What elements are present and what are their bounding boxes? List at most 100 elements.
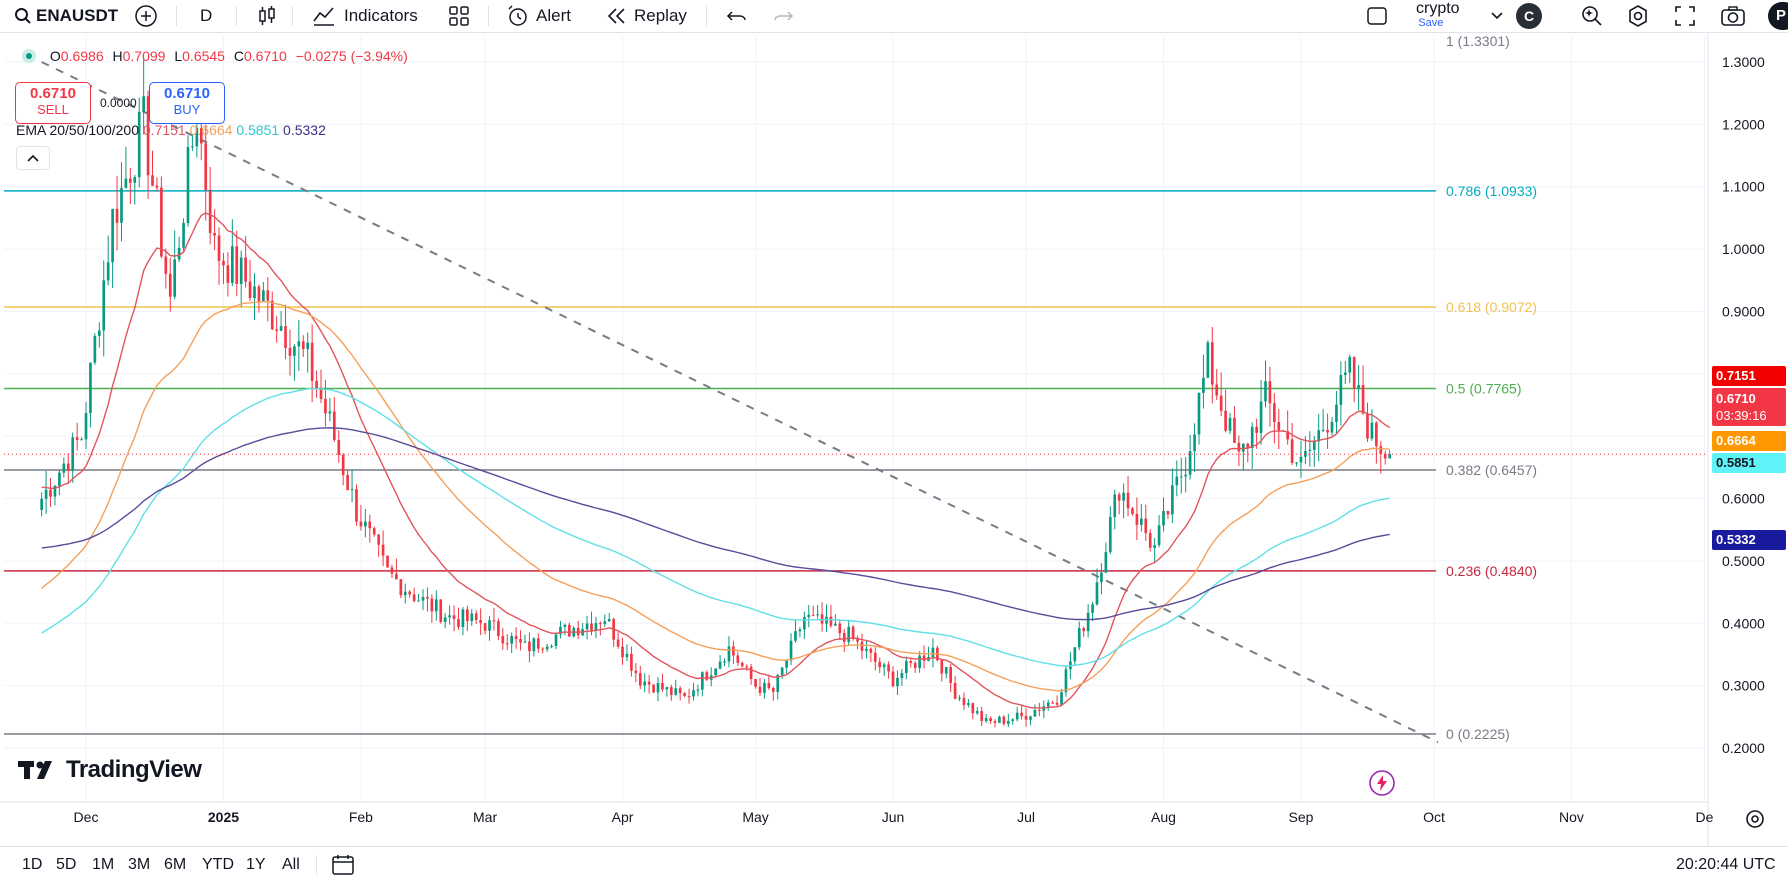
candle-body — [1277, 421, 1281, 431]
candle-body — [288, 347, 292, 356]
range-button-1y[interactable]: 1Y — [246, 856, 266, 873]
time-tick-label: De — [1696, 809, 1714, 825]
candle-body — [328, 411, 332, 414]
toolbar-divider — [316, 855, 317, 875]
fullscreen-toggle-button[interactable] — [1366, 0, 1388, 32]
candle-body — [980, 711, 984, 721]
candle-body — [248, 281, 252, 299]
candle-body — [803, 617, 806, 630]
candle-body — [528, 641, 531, 652]
candle-body — [940, 660, 944, 674]
redo-button[interactable] — [772, 0, 794, 32]
layout-menu-button[interactable] — [1490, 0, 1504, 32]
candle-body — [53, 485, 57, 497]
ema-lines — [4, 212, 1708, 709]
settings-button[interactable] — [1626, 0, 1650, 32]
sell-button[interactable]: 0.6710 SELL — [15, 82, 91, 124]
candle-body — [266, 290, 270, 301]
templates-button[interactable] — [448, 0, 470, 32]
high-label: H — [112, 48, 123, 64]
price-tick-label: 0.3000 — [1722, 678, 1765, 694]
ema200-value: 0.5332 — [283, 122, 326, 138]
candle-body — [306, 342, 310, 350]
undo-button[interactable] — [726, 0, 748, 32]
quick-search-button[interactable] — [1580, 0, 1604, 32]
ema100-line — [41, 388, 1390, 667]
compare-button[interactable] — [134, 0, 158, 32]
candle-body — [922, 655, 926, 661]
layout-button[interactable]: crypto Save — [1416, 0, 1460, 32]
range-button-5d[interactable]: 5D — [56, 856, 77, 873]
snapshot-button[interactable] — [1720, 0, 1746, 32]
sell-price: 0.6710 — [30, 85, 76, 102]
fibonacci-retracement[interactable]: 1 (1.3301) 0.786 (1.0933) 0.618 (0.9072) 0.… — [4, 33, 1537, 742]
grid-icon — [449, 6, 469, 26]
candle-body — [763, 682, 766, 693]
collapse-legend-button[interactable] — [16, 146, 50, 170]
spread-value: 0.0000 — [100, 96, 137, 110]
candle-body — [758, 686, 762, 693]
clock-label[interactable]: 20:20:44 UTC — [1676, 856, 1776, 873]
time-axis[interactable]: Dec 2025 Feb Mar Apr May Jun Jul Aug Sep Oct Nov De — [0, 801, 1714, 825]
price-chart[interactable]: 1 (1.3301) 0.786 (1.0933) 0.618 (0.9072) 0.… — [0, 32, 1788, 846]
chart-type-button[interactable] — [256, 0, 278, 32]
candle-body — [851, 626, 855, 640]
replay-button[interactable]: Replay — [606, 0, 687, 32]
candle-body — [1122, 492, 1125, 501]
candle-body — [1144, 518, 1148, 534]
avatar-button[interactable]: C — [1516, 0, 1542, 32]
fullscreen-button[interactable] — [1674, 0, 1696, 32]
candle-body — [1273, 403, 1276, 422]
candle-body — [683, 693, 686, 697]
brand-logo[interactable]: TradingView — [18, 756, 202, 784]
ema20-value: 0.7151 — [142, 122, 186, 138]
bottom-toolbar: 1D 5D 1M 3M 6M YTD 1Y All 20:20:44 UTC — [0, 846, 1788, 883]
candle-body — [93, 335, 97, 363]
candle-body — [1343, 372, 1347, 376]
candle-body — [341, 454, 345, 476]
candle-body — [204, 143, 208, 190]
flash-button[interactable] — [1368, 769, 1396, 797]
alert-button[interactable]: Alert — [506, 0, 571, 32]
symbol-search-button[interactable]: ENAUSDT — [14, 0, 118, 32]
candle-body — [235, 246, 239, 284]
toolbar-divider — [236, 6, 237, 26]
candle-body — [1002, 716, 1006, 724]
fib-level-label: 0.786 (1.0933) — [1446, 183, 1537, 199]
candle-body — [532, 638, 536, 652]
candle-body — [1250, 426, 1254, 449]
range-button-1d[interactable]: 1D — [22, 856, 43, 873]
fullscreen-icon — [1675, 6, 1695, 26]
interval-button[interactable]: D — [200, 0, 212, 32]
range-button-all[interactable]: All — [282, 856, 300, 873]
range-button-3m[interactable]: 3M — [128, 856, 151, 873]
ema-legend[interactable]: EMA 20/50/100/200 0.7151 0.6664 0.5851 0… — [16, 122, 326, 138]
candle-body — [1312, 441, 1316, 450]
buy-button[interactable]: 0.6710 BUY — [149, 82, 225, 124]
candle-body — [887, 664, 890, 672]
profile-button[interactable]: P — [1768, 0, 1788, 32]
range-button-1m[interactable]: 1M — [92, 856, 115, 873]
brand-name: TradingView — [66, 756, 202, 783]
candle-body — [155, 185, 159, 188]
range-button-ytd[interactable]: YTD — [202, 856, 234, 873]
candle-body — [692, 690, 695, 697]
candle-body — [842, 633, 846, 642]
range-button-6m[interactable]: 6M — [164, 856, 187, 873]
candle-body — [1179, 476, 1183, 478]
candle-body — [519, 639, 522, 643]
candle-body — [315, 380, 318, 389]
candle-body — [483, 623, 487, 631]
candle-body — [953, 682, 957, 699]
chart-pane[interactable]: 1 (1.3301) 0.786 (1.0933) 0.618 (0.9072) 0.… — [0, 32, 1788, 882]
square-icon — [1367, 7, 1387, 25]
candle-body — [865, 648, 868, 651]
indicators-button[interactable]: Indicators — [312, 0, 418, 32]
axis-settings-button[interactable] — [1742, 806, 1768, 832]
candle-body — [466, 609, 469, 622]
candle-body — [798, 629, 802, 632]
go-to-date-button[interactable] — [330, 853, 356, 882]
candle-body — [372, 528, 376, 535]
trendline-layer[interactable] — [41, 61, 1439, 744]
